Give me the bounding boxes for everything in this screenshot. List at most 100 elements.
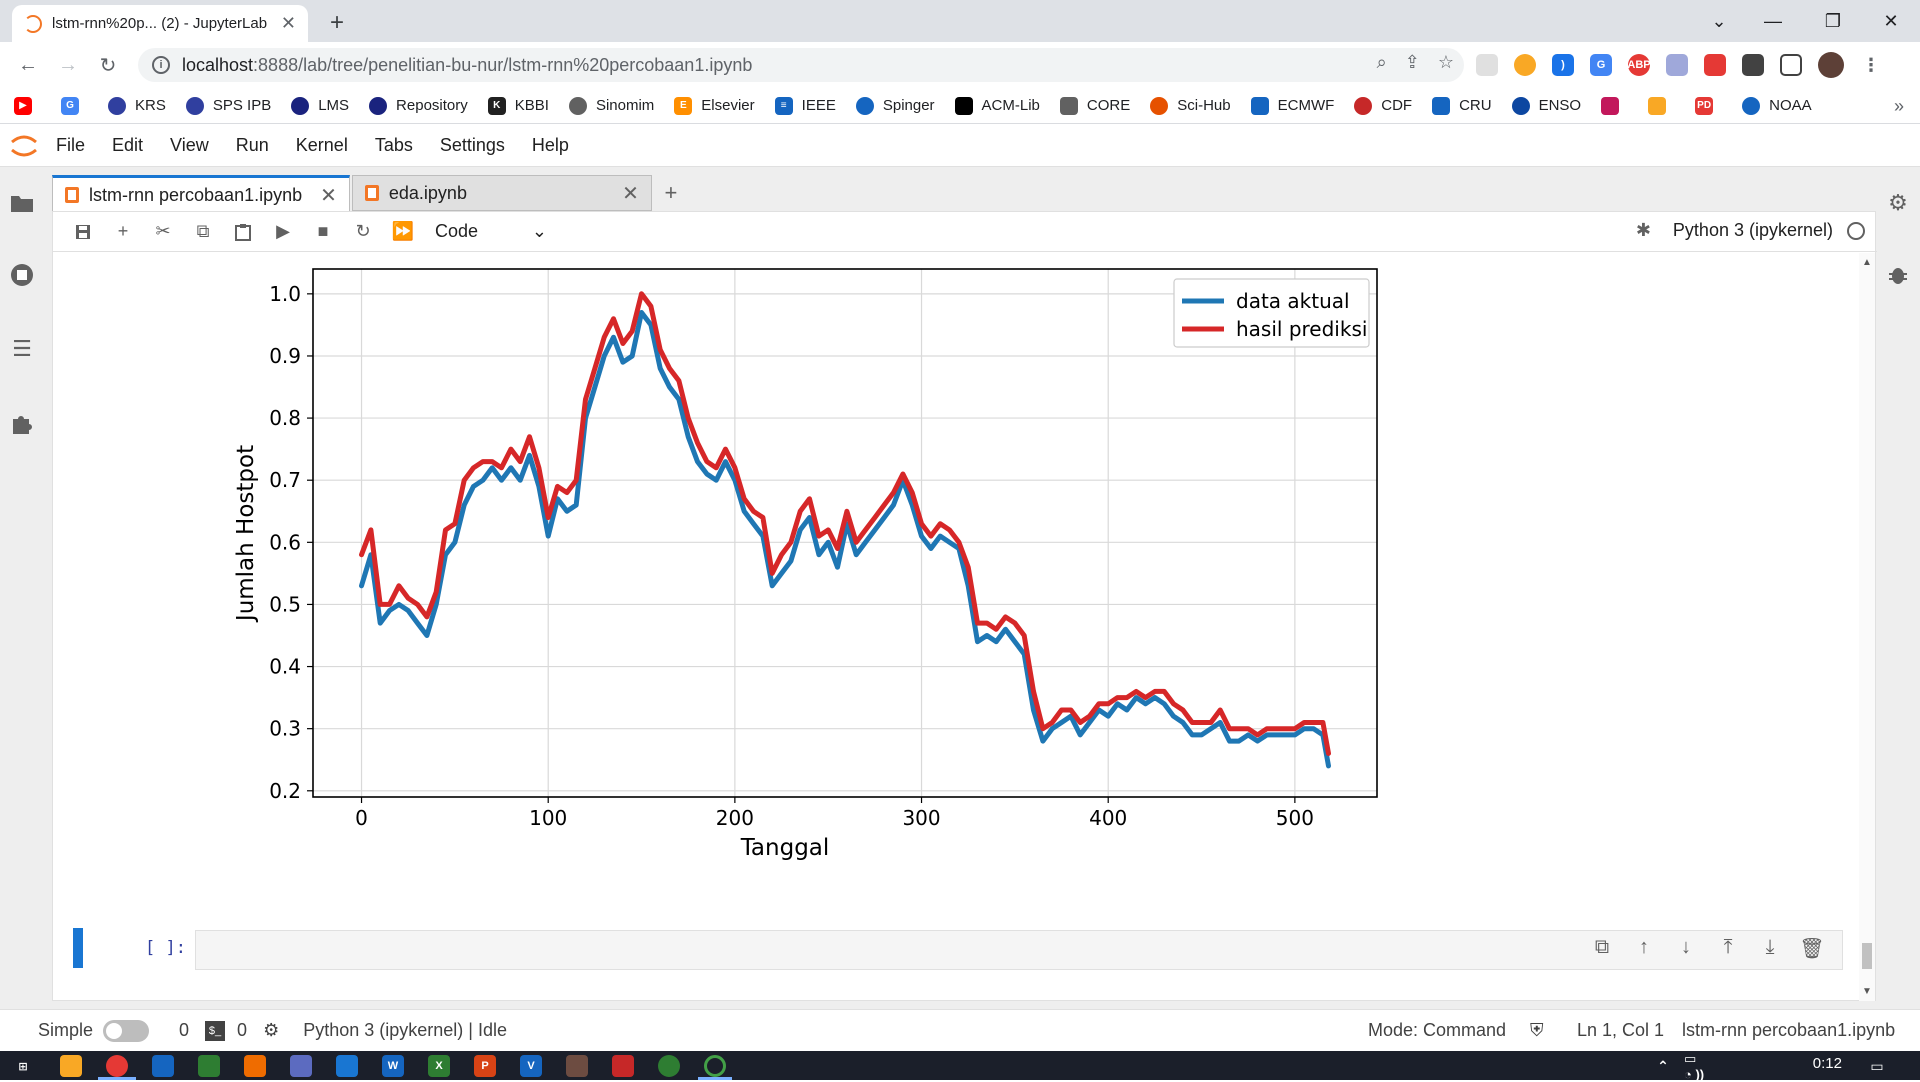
bookmark-item[interactable]: E Elsevier [674, 96, 755, 115]
sublime-icon[interactable] [244, 1055, 266, 1077]
app-icon[interactable] [290, 1055, 312, 1077]
bookmarks-overflow-icon[interactable]: » [1893, 96, 1904, 116]
extensions-puzzle-icon[interactable] [10, 411, 34, 435]
tab-lstm-notebook[interactable]: lstm-rnn percobaan1.ipynb ✕ [52, 175, 350, 212]
debugger-bug-icon[interactable] [1886, 263, 1910, 287]
shield-extension-icon[interactable] [1666, 54, 1688, 76]
kernel-gear-icon[interactable]: ⚙ [263, 1020, 280, 1040]
simple-mode-toggle[interactable] [103, 1019, 150, 1042]
zoom-icon[interactable]: ⌕ [1376, 52, 1387, 72]
bookmark-item[interactable]: Sci-Hub [1150, 96, 1231, 115]
chrome-icon[interactable] [106, 1055, 128, 1077]
app-icon[interactable] [198, 1055, 220, 1077]
move-up-icon[interactable]: ↑ [1639, 936, 1649, 958]
new-tab-button[interactable]: + [329, 9, 344, 36]
chrome-menu-icon[interactable]: ⋮ [1860, 54, 1882, 76]
folder-icon[interactable] [10, 191, 34, 215]
notification-icon[interactable]: ▭ [1870, 1057, 1884, 1074]
scroll-thumb[interactable] [1862, 943, 1872, 969]
bookmark-item[interactable]: K KBBI [487, 96, 549, 115]
share-icon[interactable]: ⇪ [1404, 52, 1420, 72]
jupyter-app-icon[interactable] [704, 1055, 726, 1077]
bookmark-item[interactable]: ENSO [1511, 96, 1581, 115]
menu-run[interactable]: Run [235, 135, 269, 155]
bookmark-vivaldi[interactable] [1601, 96, 1628, 115]
app-icon[interactable] [566, 1055, 588, 1077]
close-tab-icon[interactable]: ✕ [280, 13, 296, 33]
cell-editor[interactable] [195, 930, 1843, 970]
translate-extension-icon[interactable]: G [1590, 54, 1612, 76]
puzzle-extensions-icon[interactable] [1742, 54, 1764, 76]
restart-run-all-icon[interactable]: ⏩ [391, 221, 415, 241]
menu-tabs[interactable]: Tabs [374, 135, 413, 155]
bookmark-item[interactable]: CRU [1432, 96, 1492, 115]
bookmark-item[interactable]: ≡ IEEE [774, 96, 836, 115]
bookmark-item[interactable]: Repository [369, 96, 468, 115]
cell-type-select[interactable]: Code ⌄ [435, 221, 547, 242]
close-tab-icon[interactable]: ✕ [320, 184, 337, 207]
debugger-bug-icon[interactable]: ✱ [1635, 220, 1651, 240]
code-cell[interactable]: [ ]: ⧉ ↑ ↓ ⤒ ⤓ 🗑 [73, 928, 1843, 972]
browser-tab-active[interactable]: lstm-rnn%20p... (2) - JupyterLab ✕ [12, 5, 308, 42]
stop-icon[interactable]: ■ [317, 221, 329, 241]
windows-start-icon[interactable]: ⊞ [18, 1060, 28, 1073]
bookmark-item[interactable]: ECMWF [1250, 96, 1334, 115]
bookmark-item[interactable]: SPS IPB [185, 96, 271, 115]
site-info-icon[interactable]: i [152, 56, 170, 74]
adblock-extension-icon[interactable]: ABP [1627, 54, 1651, 76]
bookmark-item[interactable]: KRS [108, 96, 166, 115]
vscode-icon[interactable] [336, 1055, 358, 1077]
bookmark-item[interactable]: CORE [1059, 96, 1130, 115]
save-icon[interactable] [63, 216, 103, 248]
bookmark-star-icon[interactable]: ☆ [1437, 52, 1454, 72]
menu-file[interactable]: File [56, 135, 86, 155]
bookmark-translate[interactable]: G [61, 96, 88, 115]
menu-view[interactable]: View [170, 135, 209, 155]
visio-icon[interactable]: V [520, 1055, 542, 1077]
back-arrow-icon[interactable]: ← [18, 53, 38, 76]
bookmark-item[interactable]: CDF [1354, 96, 1412, 115]
bookmark-item[interactable]: NOAA [1742, 96, 1812, 115]
insert-above-icon[interactable]: ⤒ [1723, 936, 1733, 958]
address-bar[interactable]: i localhost:8888/lab/tree/penelitian-bu-… [138, 48, 1464, 82]
bookmark-item[interactable]: Sinomim [568, 96, 654, 115]
kernel-name[interactable]: Python 3 (ipykernel) [1672, 220, 1833, 240]
forward-arrow-icon[interactable]: → [58, 53, 78, 76]
move-down-icon[interactable]: ↓ [1681, 936, 1691, 958]
bookmark-pd[interactable]: PD [1695, 96, 1722, 115]
paste-icon[interactable] [223, 216, 263, 248]
tab-search-chevron-icon[interactable]: ⌄ [1711, 10, 1727, 31]
tray-chevron-icon[interactable]: ⌃ [1657, 1057, 1669, 1074]
cursor-position[interactable]: Ln 1, Col 1 [1577, 1020, 1665, 1040]
read-aloud-extension-icon[interactable]: ) [1552, 54, 1574, 76]
trust-shield-icon[interactable]: ⛨ [1530, 1020, 1544, 1040]
window-close-icon[interactable]: ✕ [1883, 10, 1899, 31]
scroll-down-icon[interactable]: ▼ [1862, 986, 1872, 997]
scroll-up-icon[interactable]: ▲ [1862, 257, 1872, 268]
running-kernels-icon[interactable] [10, 263, 34, 287]
menu-settings[interactable]: Settings [439, 135, 505, 155]
new-launcher-button[interactable]: + [664, 180, 678, 205]
close-tab-icon[interactable]: ✕ [622, 182, 639, 205]
reload-icon[interactable]: ↻ [99, 54, 117, 77]
powerpoint-icon[interactable]: P [474, 1055, 496, 1077]
duplicate-cell-icon[interactable]: ⧉ [1594, 936, 1610, 958]
notebook-scrollbar[interactable]: ▲ ▼ [1859, 253, 1875, 1001]
eraser-extension-icon[interactable] [1704, 54, 1726, 76]
file-explorer-icon[interactable] [60, 1055, 82, 1077]
word-icon[interactable]: W [382, 1055, 404, 1077]
kernel-status[interactable]: Python 3 (ipykernel) | Idle [303, 1020, 507, 1040]
side-panel-icon[interactable] [1780, 54, 1802, 76]
cut-icon[interactable]: ✂ [155, 221, 171, 241]
avatar[interactable] [1818, 52, 1844, 78]
cookie-extension-icon[interactable] [1514, 54, 1536, 76]
add-cell-icon[interactable]: + [117, 221, 129, 241]
terminal-icon[interactable]: $_ [205, 1020, 226, 1041]
delete-cell-icon[interactable]: 🗑 [1799, 938, 1825, 960]
restore-icon[interactable]: ❐ [1824, 10, 1842, 31]
menu-edit[interactable]: Edit [112, 135, 144, 155]
taskbar-clock[interactable]: 0:12 [1812, 1055, 1842, 1072]
table-of-contents-icon[interactable]: ☰ [12, 336, 32, 361]
menu-kernel[interactable]: Kernel [295, 135, 348, 155]
insert-below-icon[interactable]: ⤓ [1765, 936, 1775, 958]
